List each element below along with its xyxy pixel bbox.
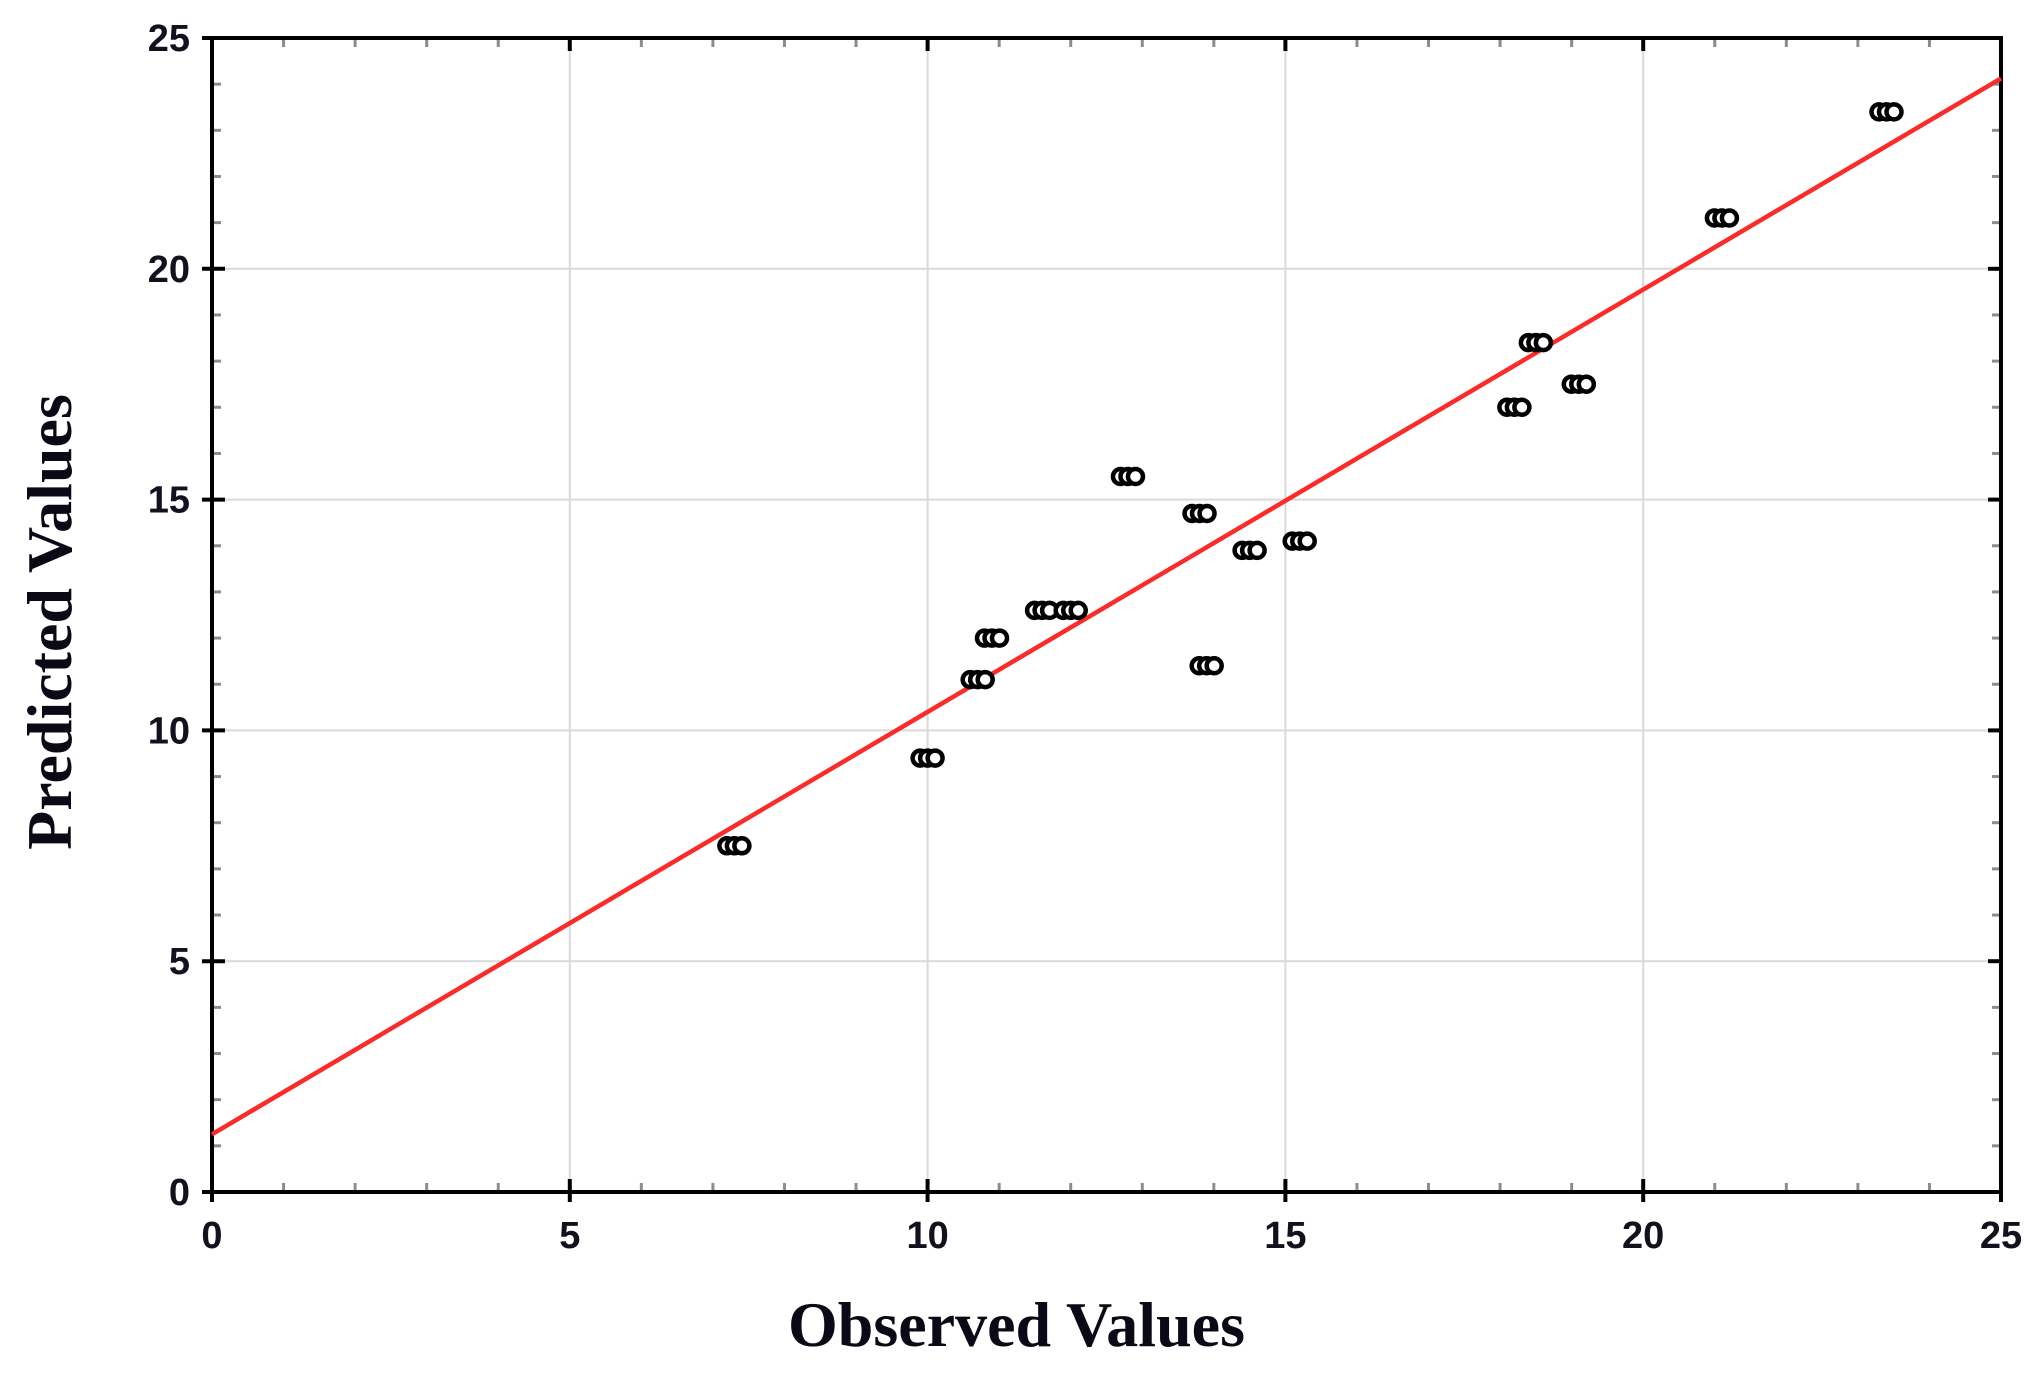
data-point — [1247, 540, 1267, 561]
data-point — [1125, 466, 1146, 487]
data-point — [1884, 102, 1904, 122]
fit-line — [210, 76, 2003, 1137]
data-point — [989, 628, 1010, 648]
data-point — [1719, 208, 1740, 228]
y-tick-label: 15 — [148, 480, 190, 522]
data-point — [925, 748, 945, 768]
x-tick-label: 5 — [559, 1215, 580, 1257]
y-axis-title: Predicted Values — [14, 394, 85, 850]
x-tick-label: 20 — [1622, 1215, 1664, 1257]
data-point — [1197, 503, 1217, 524]
data-point — [975, 669, 995, 690]
data-point — [1204, 656, 1224, 676]
y-tick-label: 5 — [169, 941, 190, 983]
x-tick-label: 15 — [1264, 1215, 1306, 1257]
data-point — [1297, 531, 1317, 551]
x-tick-label: 0 — [201, 1215, 222, 1257]
data-point — [1533, 332, 1554, 353]
data-point — [1512, 397, 1532, 418]
x-tick-label: 25 — [1980, 1215, 2022, 1257]
x-tick-label: 10 — [906, 1215, 948, 1257]
data-point — [732, 836, 752, 856]
plot-frame — [210, 36, 2003, 1194]
y-tick-label: 0 — [169, 1172, 190, 1214]
y-tick-label: 20 — [148, 249, 190, 291]
y-tick-label: 10 — [148, 710, 190, 752]
x-axis-title: Observed Values — [788, 1289, 1245, 1360]
data-point — [1068, 600, 1088, 621]
data-point — [1576, 374, 1597, 394]
y-tick-label: 25 — [148, 18, 190, 60]
